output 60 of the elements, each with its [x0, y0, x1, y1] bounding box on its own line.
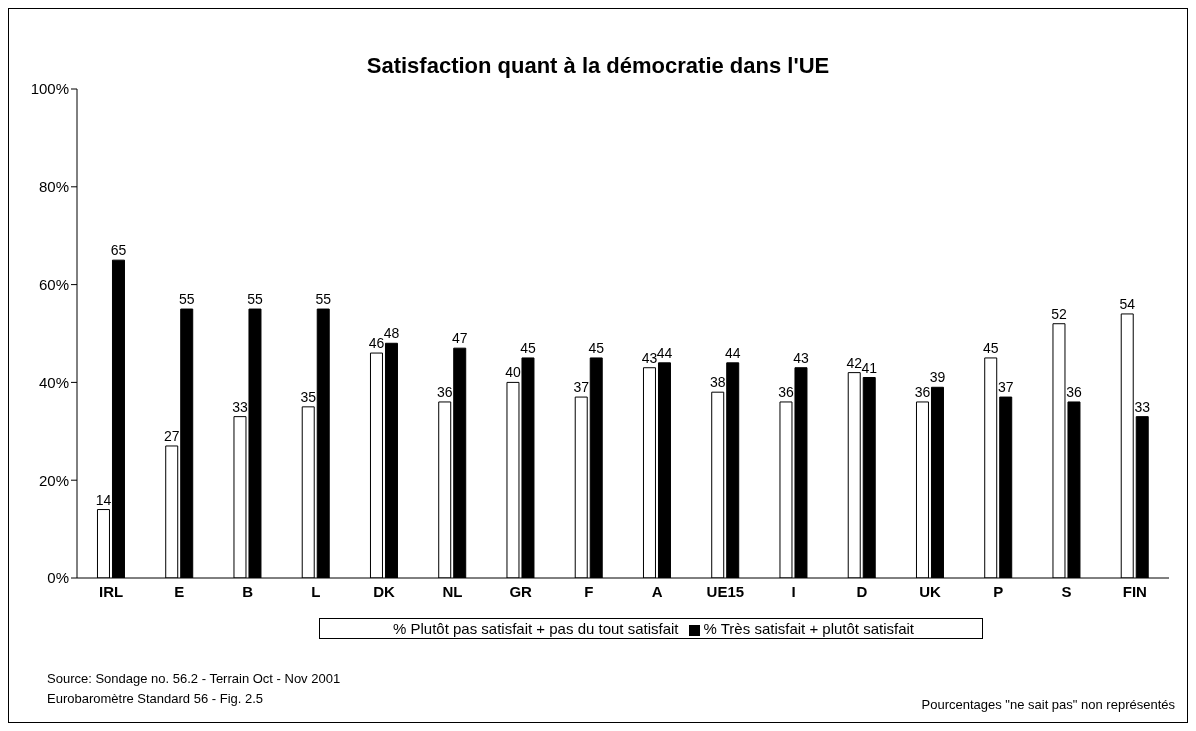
data-label: 48 [383, 325, 400, 342]
x-tick-label: D [856, 582, 868, 600]
source-note: Source: Sondage no. 56.2 - Terrain Oct - Nov 2001 [47, 670, 341, 688]
data-label: 43 [793, 349, 809, 366]
data-label: 42 [846, 354, 863, 371]
data-label: 14 [95, 491, 112, 508]
data-label: 65 [110, 242, 127, 259]
data-label: 36 [778, 383, 794, 400]
data-label: 36 [436, 383, 453, 400]
x-tick-label: UE15 [706, 582, 745, 600]
data-label: 54 [1119, 295, 1136, 312]
data-label: 52 [1051, 305, 1067, 322]
x-tick-label: B [242, 582, 254, 600]
x-tick-label: A [651, 582, 663, 600]
x-tick-label: NL [442, 582, 463, 600]
data-label: 44 [724, 344, 741, 361]
data-label: 40 [505, 364, 521, 381]
y-tick-label: 100% [30, 80, 69, 98]
x-tick-label: L [311, 582, 321, 600]
data-label: 27 [163, 427, 180, 444]
data-label: 45 [588, 339, 605, 356]
text: Pourcentages "ne sait pas" non représentés [921, 697, 1175, 712]
chart-title: Satisfaction quant à la démocratie dans l'UE [365, 53, 831, 79]
x-tick-label: S [1061, 582, 1072, 600]
text: Eurobaromètre Standard 56 - Fig. 2.5 [47, 690, 265, 708]
data-label: 35 [300, 388, 317, 405]
data-label: 36 [914, 383, 931, 400]
data-label: 36 [1066, 383, 1082, 400]
text: % Plutôt pas satisfait + pas du tout satisfait [392, 620, 679, 637]
y-tick-label: 80% [38, 178, 69, 196]
legend-label: % Très satisfait + plutôt satisfait [703, 620, 915, 637]
data-label: 47 [451, 330, 468, 347]
data-label: 44 [656, 344, 673, 361]
data-label: 46 [368, 335, 385, 352]
data-label: 45 [520, 339, 536, 356]
data-label: 38 [709, 374, 726, 391]
x-tick-label: I [791, 582, 796, 600]
x-tick-label: FIN [1122, 582, 1147, 600]
data-label: 37 [573, 379, 590, 396]
x-tick-label: P [993, 582, 1004, 600]
x-tick-label: E [174, 582, 185, 600]
data-label: 41 [861, 359, 878, 376]
x-tick-label: GR [509, 582, 533, 600]
data-label: 37 [997, 379, 1014, 396]
data-label: 39 [929, 369, 946, 386]
x-tick-label: DK [373, 582, 396, 600]
x-tick-label: IRL [99, 582, 124, 600]
y-tick-label: 0% [47, 569, 69, 587]
data-label: 55 [178, 291, 195, 308]
x-tick-label: UK [919, 582, 942, 600]
data-label: 33 [232, 398, 248, 415]
data-label: 43 [641, 349, 658, 366]
data-label: 55 [247, 291, 263, 308]
data-label: 45 [982, 339, 999, 356]
y-tick-label: 40% [38, 373, 69, 391]
y-tick-label: 20% [38, 471, 69, 489]
data-label: 55 [315, 291, 332, 308]
y-tick-label: 60% [38, 275, 69, 293]
data-label: 33 [1134, 398, 1151, 415]
x-tick-label: F [584, 582, 594, 600]
